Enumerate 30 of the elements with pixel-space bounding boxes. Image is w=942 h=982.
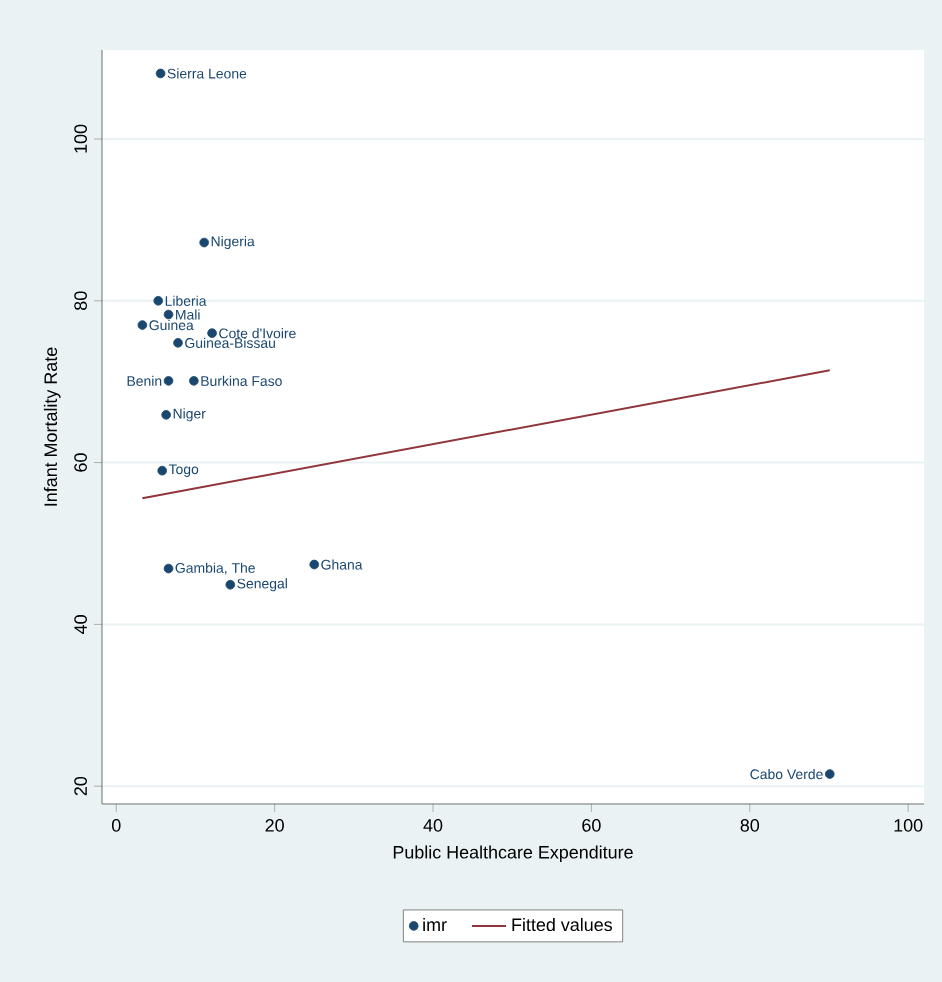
legend-label: Fitted values [512,917,612,932]
point [137,320,148,330]
point [309,559,320,570]
point [163,309,174,320]
legend-label: imr [423,917,447,931]
point [153,295,164,306]
x-axis-title: Public Healthcare Expenditure [393,845,633,863]
y-axis-title: Infant Mortality Rate [43,347,61,506]
y-tick-label: 60 [74,453,87,472]
y-tick-label: 20 [74,776,87,796]
point [173,338,183,348]
point [189,376,199,386]
y-tick-label: 80 [74,291,87,310]
point [163,563,174,574]
point [824,769,835,779]
point [155,68,166,79]
point [225,579,236,590]
y-tick-label: 100 [74,124,87,153]
point [163,376,174,386]
point [161,410,171,420]
x-tick-label: 60 [582,819,601,832]
point [157,465,167,476]
x-tick-label: 20 [265,819,284,832]
x-tick-label: 0 [111,819,121,832]
point [207,328,217,338]
x-tick-label: 40 [423,819,443,832]
x-tick-label: 80 [740,819,760,832]
x-tick-label: 100 [894,819,923,832]
point [199,237,209,248]
y-tick-label: 40 [74,615,87,634]
